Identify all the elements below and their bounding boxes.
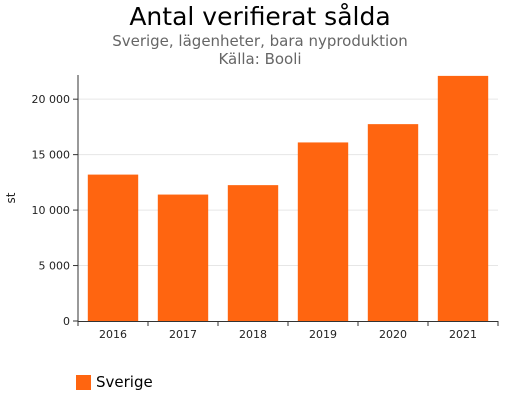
legend-swatch — [76, 374, 91, 390]
bar — [87, 174, 139, 321]
bar — [367, 124, 419, 322]
x-tick-label: 2016 — [99, 328, 127, 341]
legend-label: Sverige — [96, 373, 153, 391]
y-tick-label: 20 000 — [32, 93, 71, 106]
bar — [157, 194, 209, 321]
y-tick-label: 10 000 — [32, 204, 71, 217]
chart-title: Antal verifierat sålda — [129, 2, 391, 31]
bar — [227, 185, 279, 321]
bar — [437, 75, 489, 322]
x-tick-label: 2019 — [309, 328, 337, 341]
y-tick-label: 0 — [63, 315, 70, 328]
bar — [297, 142, 349, 321]
y-tick-label: 5 000 — [39, 260, 71, 273]
y-tick-label: 15 000 — [32, 149, 71, 162]
y-axis-label: st — [4, 192, 18, 203]
chart-subtitle-line-2: Källa: Booli — [218, 50, 302, 68]
x-tick-label: 2018 — [239, 328, 267, 341]
x-tick-label: 2021 — [449, 328, 477, 341]
legend: Sverige — [76, 373, 153, 391]
x-tick-label: 2020 — [379, 328, 407, 341]
chart-subtitle-line-1: Sverige, lägenheter, bara nyproduktion — [112, 32, 408, 50]
x-tick-label: 2017 — [169, 328, 197, 341]
